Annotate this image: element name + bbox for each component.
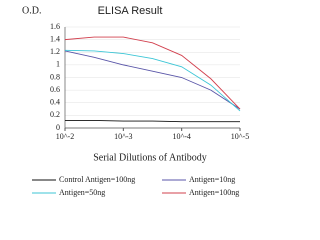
x-tick-label: 10^-2 bbox=[56, 132, 74, 141]
legend-label: Control Antigen=100ng bbox=[59, 175, 135, 184]
line bbox=[64, 36, 241, 110]
x-axis-title: Serial Dilutions of Antibody bbox=[93, 152, 207, 163]
y-axis-title: O.D. bbox=[22, 5, 41, 16]
y-tick-label: 1 bbox=[56, 60, 60, 69]
line bbox=[65, 119, 240, 123]
y-tick-label: 0.2 bbox=[50, 110, 60, 119]
line bbox=[64, 49, 241, 112]
y-tick-label: 0.8 bbox=[50, 72, 60, 81]
y-tick-label: 0.6 bbox=[50, 85, 60, 94]
y-tick-label: 1.2 bbox=[50, 47, 60, 56]
line bbox=[64, 50, 241, 110]
y-tick-label: 1.6 bbox=[50, 22, 60, 31]
legend-label: Antigen=50ng bbox=[59, 188, 105, 197]
x-tick-label: 10^-4 bbox=[172, 132, 190, 141]
legend-label: Antigen=100ng bbox=[189, 188, 239, 197]
chart-title: ELISA Result bbox=[98, 5, 163, 17]
x-tick-label: 10^-5 bbox=[231, 132, 249, 141]
y-tick-label: 0.4 bbox=[50, 98, 60, 107]
legend-label: Antigen=10ng bbox=[189, 175, 235, 184]
x-tick-label: 10^-3 bbox=[114, 132, 132, 141]
y-tick-label: 0 bbox=[56, 123, 60, 132]
y-tick-label: 1.4 bbox=[50, 34, 60, 43]
chart: O.D. ELISA Result Serial Dilutions of An… bbox=[22, 5, 249, 197]
